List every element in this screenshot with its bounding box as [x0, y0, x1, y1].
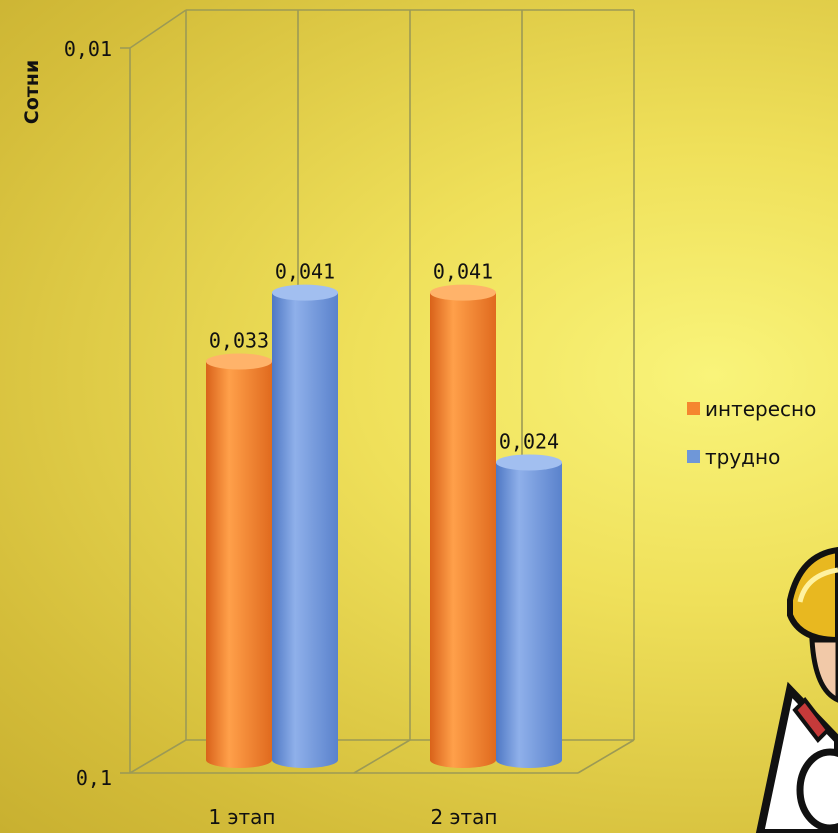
- legend-swatch-trudno: [687, 450, 700, 463]
- y-tick-top: 0,01: [64, 37, 112, 61]
- bar-cap-1-2: [272, 284, 338, 301]
- bar-1-interesno: [206, 361, 272, 768]
- bars-layer: 0,033 0,041 0,041 0,024: [206, 260, 562, 768]
- bar-1-trudno: [272, 292, 338, 768]
- x-category-1: 1 этап: [208, 805, 275, 829]
- cartoon-helmet-figure: [755, 546, 838, 833]
- bar-2-trudno: [496, 462, 562, 768]
- legend-label-interesno: интересно: [705, 397, 816, 421]
- legend: интересно трудно: [687, 397, 816, 469]
- data-label-2-1: 0,041: [433, 260, 493, 284]
- legend-swatch-interesno: [687, 402, 700, 415]
- bar-cap-2-1: [430, 284, 496, 301]
- legend-label-trudno: трудно: [705, 445, 780, 469]
- x-category-2: 2 этап: [430, 805, 497, 829]
- bar-cap-1-1: [206, 353, 272, 370]
- data-label-1-1: 0,033: [209, 328, 269, 352]
- bar-2-interesno: [430, 292, 496, 768]
- y-tick-bottom: 0,1: [76, 766, 112, 790]
- bar-cap-2-2: [496, 454, 562, 471]
- data-label-1-2: 0,041: [275, 260, 335, 284]
- y-axis-label: Сотни: [21, 60, 43, 124]
- data-label-2-2: 0,024: [499, 429, 559, 453]
